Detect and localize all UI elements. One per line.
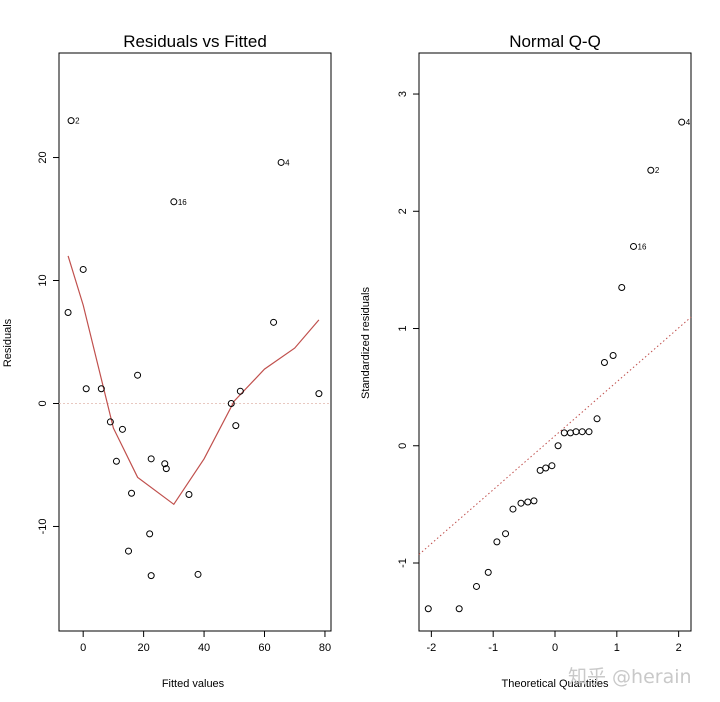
x-tick-label: -2 — [426, 642, 436, 654]
data-point — [678, 118, 686, 126]
data-point — [548, 462, 556, 470]
data-point — [593, 415, 601, 423]
y-tick-label: 1 — [397, 325, 409, 331]
x-tick-label: 20 — [137, 642, 149, 654]
data-point — [578, 428, 586, 436]
point-label: 2 — [75, 117, 80, 126]
data-point — [185, 490, 193, 498]
data-point — [502, 530, 510, 538]
data-point — [315, 390, 323, 398]
data-point — [161, 460, 169, 468]
point-label: 4 — [686, 118, 691, 127]
y-tick-label: 0 — [37, 400, 49, 406]
x-tick-label: 0 — [552, 642, 558, 654]
data-point — [236, 387, 244, 395]
data-point — [484, 568, 492, 576]
data-point — [566, 429, 574, 437]
data-point — [227, 399, 235, 407]
x-tick-label: 40 — [198, 642, 210, 654]
point-label: 4 — [285, 158, 290, 167]
plot-frame — [58, 52, 332, 632]
data-point — [455, 605, 463, 613]
data-point — [118, 425, 126, 433]
data-point — [493, 538, 501, 546]
x-tick-label: -1 — [488, 642, 498, 654]
point-label: 2 — [655, 166, 660, 175]
y-tick-label: 0 — [397, 443, 409, 449]
data-point — [79, 265, 87, 273]
x-tick-label: 1 — [614, 642, 620, 654]
smoother-line — [67, 255, 320, 506]
y-tick-label: 2 — [397, 208, 409, 214]
x-tick-label: 2 — [676, 642, 682, 654]
data-point — [82, 385, 90, 393]
y-axis-label: Standardized residuals — [360, 287, 372, 399]
x-tick-label: 0 — [80, 642, 86, 654]
data-point — [67, 117, 75, 125]
y-axis-label: Residuals — [2, 318, 14, 367]
chart-title: Normal Q-Q — [509, 32, 601, 51]
data-point — [147, 572, 155, 580]
data-point — [585, 428, 593, 436]
x-tick-label: 60 — [258, 642, 270, 654]
data-point — [106, 418, 114, 426]
data-point — [600, 359, 608, 367]
data-point — [170, 198, 178, 206]
y-tick-label: -10 — [37, 519, 49, 535]
data-point — [542, 464, 550, 472]
data-point — [560, 429, 568, 437]
watermark: 知乎 @herain — [568, 666, 692, 688]
data-point — [517, 499, 525, 507]
data-point — [530, 497, 538, 505]
data-point — [509, 505, 517, 513]
data-point — [232, 422, 240, 430]
y-tick-label: 3 — [397, 91, 409, 97]
data-point — [424, 605, 432, 613]
x-axis-label: Fitted values — [162, 678, 225, 690]
point-label: 16 — [638, 242, 647, 251]
x-axis-label: Theoretical Quantities — [502, 678, 609, 690]
data-point — [572, 428, 580, 436]
qq-reference-line — [418, 316, 692, 555]
point-label: 16 — [178, 198, 187, 207]
x-tick-label: 80 — [319, 642, 331, 654]
data-point — [112, 457, 120, 465]
data-point — [146, 530, 154, 538]
data-point — [524, 498, 532, 506]
normal-qq-panel: Normal Q-Q Theoretical Quantities Standa… — [360, 32, 692, 690]
data-point — [194, 570, 202, 578]
data-point — [647, 166, 655, 174]
y-tick-label: 10 — [37, 274, 49, 286]
data-point — [618, 283, 626, 291]
residuals-vs-fitted-panel: Residuals vs Fitted Fitted values Residu… — [2, 32, 332, 690]
y-tick-label: 20 — [37, 151, 49, 163]
data-point — [125, 547, 133, 555]
data-point — [630, 242, 638, 250]
data-point — [609, 351, 617, 359]
data-point — [554, 442, 562, 450]
data-point — [270, 318, 278, 326]
data-point — [134, 371, 142, 379]
chart-title: Residuals vs Fitted — [123, 32, 267, 51]
data-point — [472, 582, 480, 590]
plot-frame — [418, 52, 692, 632]
data-point — [277, 158, 285, 166]
y-tick-label: -1 — [397, 558, 409, 568]
data-point — [162, 465, 170, 473]
data-point — [97, 385, 105, 393]
data-point — [147, 455, 155, 463]
data-point — [128, 489, 136, 497]
data-point — [64, 308, 72, 316]
